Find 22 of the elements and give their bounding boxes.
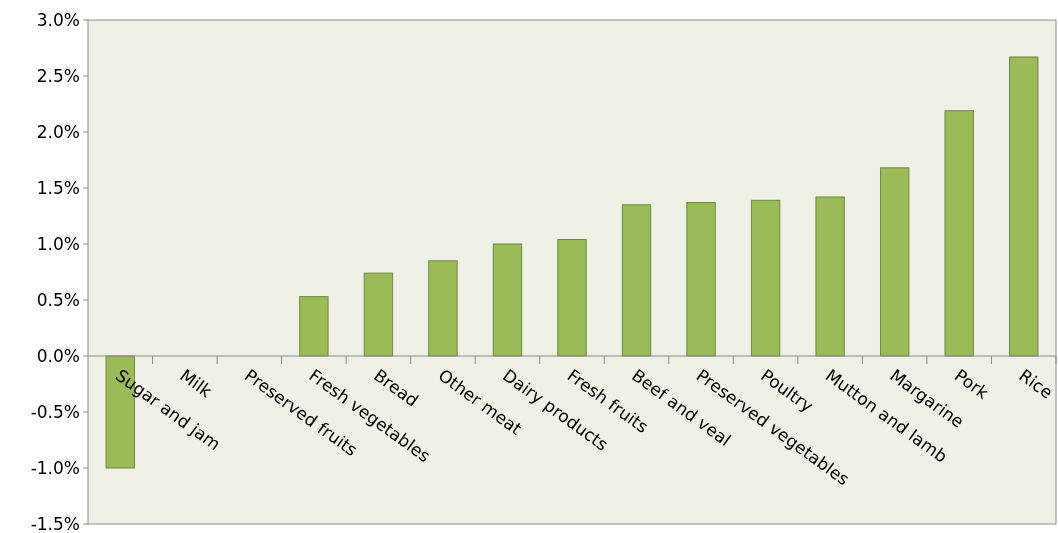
bar [621, 204, 652, 357]
y-tick-label: -0.5% [30, 401, 80, 422]
bar [428, 260, 458, 357]
bar [815, 196, 845, 357]
bar [492, 243, 523, 357]
y-tick-label: -1.5% [30, 513, 80, 533]
bar [750, 199, 781, 357]
y-tick-label: 2.0% [36, 121, 80, 142]
y-tick-label: 1.5% [36, 177, 80, 198]
bar [363, 272, 394, 357]
y-tick-label: 2.5% [36, 65, 80, 86]
bar [1009, 56, 1039, 357]
y-tick-label: 0.5% [36, 289, 80, 310]
bar [944, 110, 974, 357]
y-tick-label: -1.0% [30, 457, 80, 478]
y-tick-label: 3.0% [36, 9, 80, 30]
y-tick-label: 1.0% [36, 233, 80, 254]
bar [879, 167, 910, 357]
bar [299, 296, 329, 357]
y-tick-label: 0.0% [36, 345, 80, 366]
bar [686, 202, 716, 357]
bar [557, 239, 587, 357]
